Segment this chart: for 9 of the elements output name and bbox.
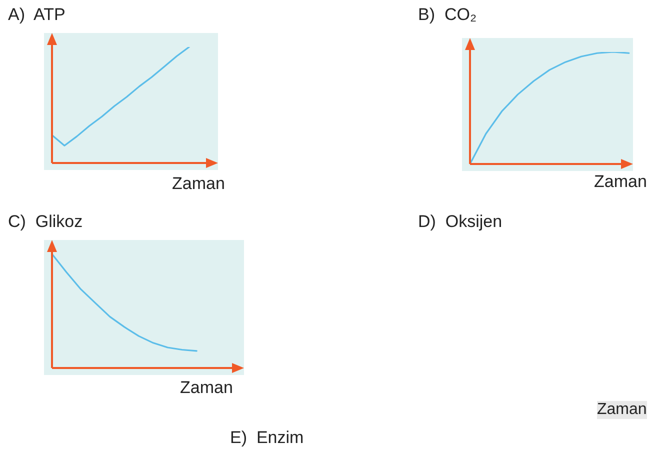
x-axis-title: Zaman bbox=[594, 172, 647, 192]
x-axis-title: Zaman bbox=[180, 378, 233, 398]
chart-title: B) CO₂ bbox=[418, 5, 477, 25]
x-axis-title: Zaman bbox=[172, 174, 225, 194]
text: D) Oksijen bbox=[418, 212, 502, 232]
chart-title: A) ATP bbox=[8, 5, 66, 25]
text: E) Enzim bbox=[230, 428, 304, 448]
text: Zaman bbox=[597, 401, 647, 419]
chart-title: C) Glikoz bbox=[8, 212, 83, 232]
